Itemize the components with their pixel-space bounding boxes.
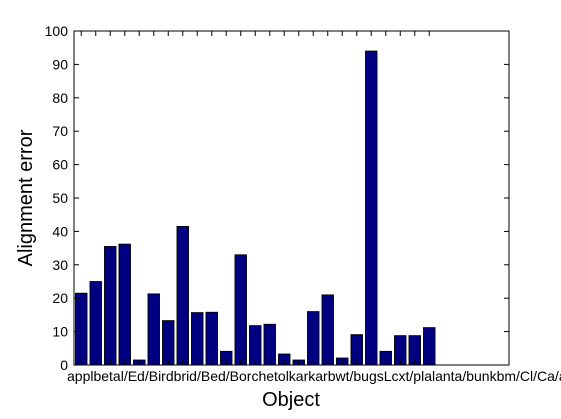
y-tick-label-10: 10 — [52, 324, 68, 340]
bar-kar — [249, 325, 262, 366]
y-tick-label-70: 70 — [52, 123, 68, 139]
y-tick-label-0: 0 — [60, 357, 68, 373]
bar-app — [75, 292, 88, 366]
bar-bot — [162, 320, 175, 366]
bar-bus — [147, 293, 160, 366]
bar-bat — [104, 246, 117, 366]
bar-mot — [321, 294, 334, 366]
bar-shoe — [365, 50, 378, 366]
bar-ban — [89, 281, 102, 366]
bar-cow — [205, 311, 218, 366]
bar-turtle — [423, 327, 436, 366]
plot-frame — [73, 30, 510, 366]
y-tick-label-90: 90 — [52, 56, 68, 72]
bar-mon — [307, 311, 320, 366]
y-tick-label-80: 80 — [52, 90, 68, 106]
y-tick-label-30: 30 — [52, 257, 68, 273]
x-tick-labels: applbetal/Ed/Birdbrid/Bed/Borchetolkarka… — [67, 368, 561, 384]
bar-cat — [191, 312, 204, 366]
y-tick-label-100: 100 — [45, 23, 69, 39]
y-tick-label-40: 40 — [52, 223, 68, 239]
y-tick-label-50: 50 — [52, 190, 68, 206]
bar-kli — [263, 323, 276, 366]
y-axis-title: Alignment error — [15, 129, 37, 266]
y-axis: 0 10 20 30 40 50 60 70 80 90 100 — [45, 23, 509, 373]
bars — [75, 50, 436, 366]
bar-Bir — [118, 243, 131, 366]
x-axis-title: Object — [262, 389, 320, 411]
bar-can — [176, 225, 189, 366]
bar-jug — [234, 254, 247, 366]
y-tick-label-60: 60 — [52, 157, 68, 173]
y-tick-label-20: 20 — [52, 290, 68, 306]
